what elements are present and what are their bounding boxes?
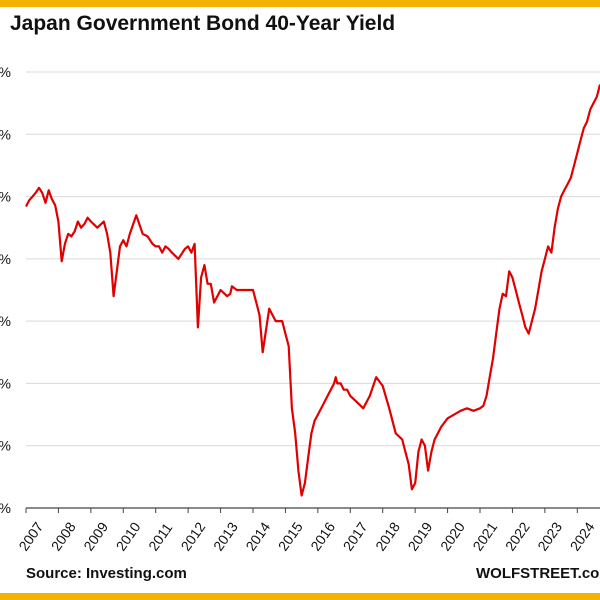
source-note: Source: Investing.com <box>26 565 187 582</box>
x-tick-label: 2013 <box>210 519 241 554</box>
y-tick-label: % <box>0 189 11 205</box>
x-tick-label: 2018 <box>372 519 403 554</box>
axes <box>25 507 600 513</box>
x-tick-label: 2017 <box>340 519 371 554</box>
x-tick-label: 2020 <box>437 519 468 554</box>
grid-lines <box>26 71 600 447</box>
x-tick-label: 2019 <box>405 519 436 554</box>
x-tick-label: 2023 <box>534 519 565 554</box>
x-tick-label: 2024 <box>567 519 598 554</box>
y-tick-label: % <box>0 126 11 142</box>
x-tick-labels: 2007 2008 2009 2010 2011 2012 2013 2014 2015 2016… <box>15 519 597 554</box>
y-tick-label: % <box>0 313 11 329</box>
x-tick-label: 2009 <box>80 519 111 554</box>
x-tick-label: 2014 <box>242 519 273 554</box>
y-tick-label: % <box>0 64 11 80</box>
y-tick-label: % <box>0 500 11 516</box>
x-tick-label: 2008 <box>48 519 79 554</box>
y-tick-label: % <box>0 251 11 267</box>
chart-title: Japan Government Bond 40-Year Yield <box>10 12 396 35</box>
x-tick-label: 2022 <box>502 519 533 554</box>
series-layer <box>25 84 600 497</box>
x-tick-label: 2010 <box>113 519 144 554</box>
x-tick-label: 2015 <box>275 519 306 554</box>
x-tick-label: 2016 <box>307 519 338 554</box>
x-tick-label: 2021 <box>469 519 500 554</box>
y-tick-label: % <box>0 375 11 391</box>
brand-watermark: WOLFSTREET.com <box>476 565 600 582</box>
x-tick-label: 2012 <box>177 519 208 554</box>
x-tick-label: 2007 <box>15 519 46 554</box>
x-tick-label: 2011 <box>145 520 175 554</box>
yield-series-line <box>25 84 600 497</box>
y-tick-label: % <box>0 438 11 454</box>
y-tick-labels: %%%%%%%% <box>0 64 11 516</box>
